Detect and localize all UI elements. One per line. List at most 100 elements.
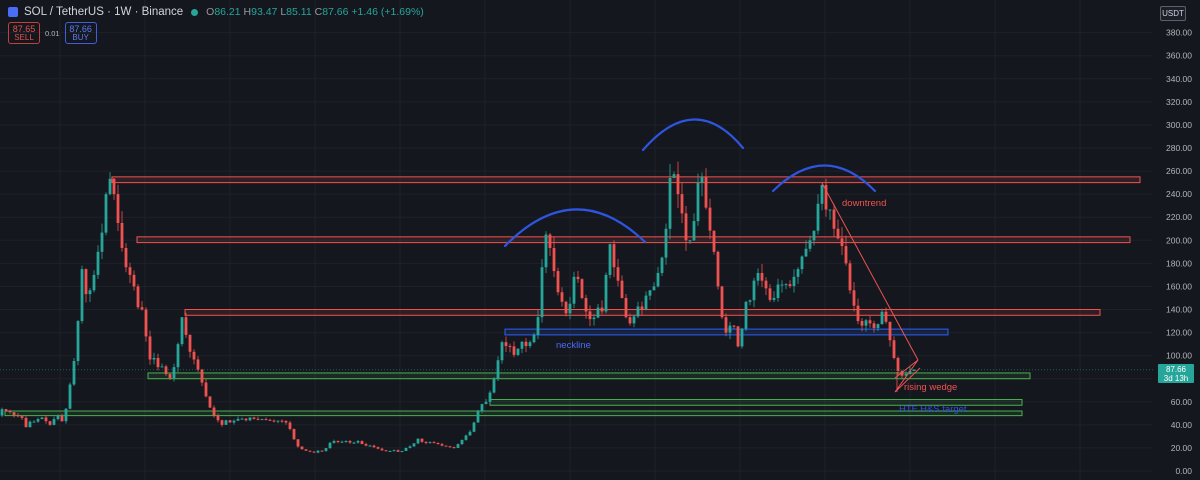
chart-header: SOL / TetherUS · 1W · Binance O86.21 H93… xyxy=(8,4,424,20)
currency-selector[interactable]: USDT xyxy=(1160,6,1186,21)
candle-body xyxy=(576,276,580,280)
candle-body xyxy=(296,439,300,447)
symbol-icon xyxy=(8,7,18,17)
candle-body xyxy=(596,307,600,318)
candle-body xyxy=(68,384,72,409)
candle-body xyxy=(264,419,268,421)
candle-body xyxy=(136,286,140,308)
candlesticks xyxy=(0,161,916,454)
candle-body xyxy=(316,450,320,453)
candle-body xyxy=(140,307,144,310)
target-label: HTF H&S target xyxy=(899,404,967,415)
candle-body xyxy=(712,230,716,252)
candle-body xyxy=(568,303,572,314)
candle-body xyxy=(12,412,16,416)
candle-body xyxy=(84,269,88,295)
y-tick-label: 260.00 xyxy=(1166,166,1192,176)
candle-body xyxy=(472,422,476,432)
rising-wedge-lines xyxy=(894,359,921,393)
candle-body xyxy=(812,230,816,241)
candle-body xyxy=(440,444,444,446)
trade-panel: 87.65 SELL 0.01 87.66 BUY xyxy=(8,22,97,44)
candle-body xyxy=(344,441,348,443)
candle-body xyxy=(704,176,708,208)
candle-body xyxy=(840,238,844,247)
candle-body xyxy=(448,446,452,448)
chart-title[interactable]: SOL / TetherUS · 1W · Binance xyxy=(24,6,184,18)
y-tick-label: 40.00 xyxy=(1171,420,1193,430)
candle-body xyxy=(900,371,904,376)
candle-body xyxy=(800,256,804,270)
buy-price: 87.66 xyxy=(69,24,92,34)
candle-body xyxy=(552,247,556,272)
neckline-label: neckline xyxy=(556,340,591,351)
candle-body xyxy=(504,342,508,347)
candle-body xyxy=(776,284,780,298)
candle-body xyxy=(880,311,884,325)
candle-body xyxy=(720,286,724,318)
candle-body xyxy=(124,247,128,268)
left-shoulder-arc xyxy=(503,208,647,248)
sell-price: 87.65 xyxy=(12,24,36,34)
candle-body xyxy=(888,321,892,341)
candle-body xyxy=(44,417,48,422)
candle-body xyxy=(500,342,504,361)
candle-body xyxy=(428,442,432,444)
candle-body xyxy=(896,357,900,372)
buy-button[interactable]: 87.66 BUY xyxy=(64,22,97,44)
candle-body xyxy=(572,276,576,304)
candle-body xyxy=(24,417,28,428)
candle-body xyxy=(492,378,496,393)
candle-body xyxy=(372,445,376,448)
candle-body xyxy=(436,442,440,445)
candle-body xyxy=(796,269,800,277)
candle-body xyxy=(508,346,512,348)
candle-body xyxy=(288,422,292,430)
sell-button[interactable]: 87.65 SELL xyxy=(8,22,40,44)
rising-wedge-label: rising wedge xyxy=(904,382,957,393)
candle-body xyxy=(452,447,456,449)
sell-label: SELL xyxy=(14,33,34,42)
candle-body xyxy=(536,317,540,335)
y-tick-label: 300.00 xyxy=(1166,120,1192,130)
candle-body xyxy=(108,178,112,195)
candle-body xyxy=(292,429,296,440)
candle-body xyxy=(368,445,372,447)
candle-body xyxy=(72,361,76,385)
candle-body xyxy=(64,408,68,422)
candle-body xyxy=(456,444,460,448)
candle-body xyxy=(32,421,36,423)
candle-body xyxy=(480,404,484,412)
candle-body xyxy=(116,194,120,223)
candle-body xyxy=(188,334,192,352)
candle-body xyxy=(120,222,124,248)
candle-body xyxy=(48,421,52,425)
change-value: +1.46 (+1.69%) xyxy=(351,6,424,18)
candle-body xyxy=(388,451,392,453)
candle-body xyxy=(692,221,696,241)
candle-body xyxy=(828,209,832,211)
candle-body xyxy=(860,321,864,326)
candle-body xyxy=(672,174,676,179)
candle-body xyxy=(152,357,156,360)
candle-body xyxy=(380,448,384,451)
candle-body xyxy=(412,443,416,447)
candle-body xyxy=(788,284,792,287)
candle-body xyxy=(0,409,4,416)
candle-body xyxy=(636,306,640,317)
candle-body xyxy=(640,306,644,310)
candle-body xyxy=(464,435,468,440)
candle-body xyxy=(884,311,888,322)
candle-body xyxy=(820,184,824,204)
candle-body xyxy=(28,421,32,428)
candle-body xyxy=(904,374,908,376)
candle-body xyxy=(376,447,380,449)
candle-body xyxy=(112,178,116,195)
candle-body xyxy=(312,451,316,453)
horizontal-zones xyxy=(4,176,1141,417)
candle-body xyxy=(416,438,420,444)
candle-body xyxy=(784,284,788,286)
candle-body xyxy=(184,317,188,335)
candle-body xyxy=(688,240,692,242)
